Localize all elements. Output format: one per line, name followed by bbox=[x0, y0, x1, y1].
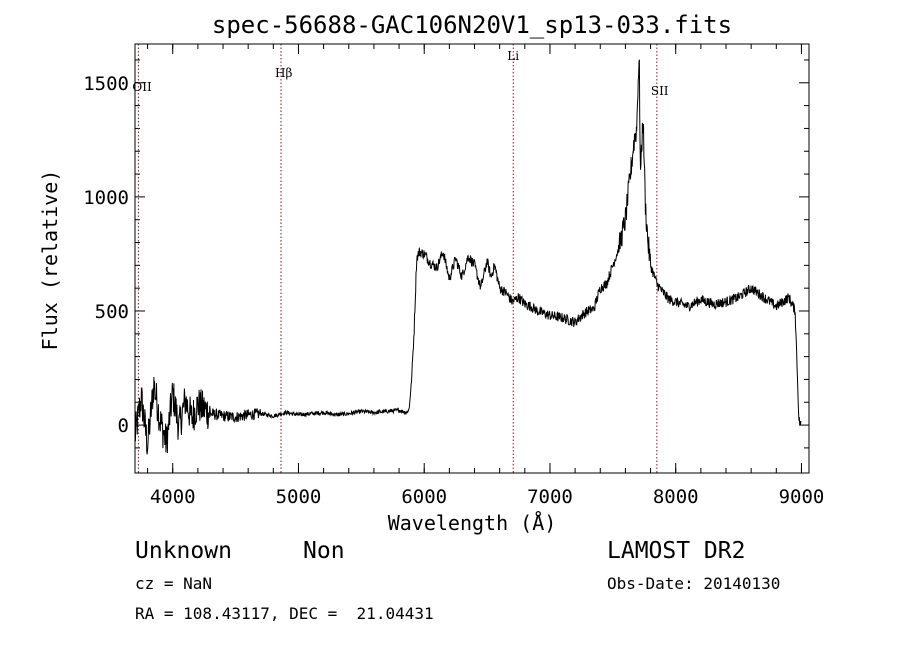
y-tick-label: 500 bbox=[95, 301, 129, 323]
x-tick-label: 6000 bbox=[401, 486, 447, 508]
survey-label: LAMOST DR2 bbox=[607, 538, 746, 564]
x-tick-label: 7000 bbox=[527, 486, 573, 508]
y-tick-label: 0 bbox=[118, 415, 129, 437]
class-label: Unknown bbox=[135, 538, 232, 564]
x-tick-label: 5000 bbox=[276, 486, 322, 508]
subclass-label: Non bbox=[303, 538, 345, 564]
y-tick-label: 1500 bbox=[83, 73, 129, 95]
ra-dec: RA = 108.43117, DEC = 21.04431 bbox=[135, 604, 434, 623]
x-tick-label: 9000 bbox=[779, 486, 825, 508]
spectrum-series-line bbox=[134, 59, 802, 455]
line-marker-label: Li bbox=[507, 49, 519, 63]
chart-title: spec-56688-GAC106N20V1_sp13-033.fits bbox=[212, 11, 732, 39]
y-tick-label: 1000 bbox=[83, 187, 129, 209]
y-axis-label: Flux (relative) bbox=[38, 170, 62, 351]
x-tick-label: 8000 bbox=[653, 486, 699, 508]
x-axis-label: Wavelength (Å) bbox=[388, 511, 557, 535]
x-tick-label: 4000 bbox=[150, 486, 196, 508]
obs-date: Obs-Date: 20140130 bbox=[607, 574, 781, 593]
plot-frame bbox=[134, 43, 810, 474]
line-marker-label: Hβ bbox=[275, 66, 292, 80]
line-marker-label: SII bbox=[651, 84, 669, 98]
line-marker-label: OII bbox=[132, 80, 152, 94]
cz-value: cz = NaN bbox=[135, 574, 213, 593]
